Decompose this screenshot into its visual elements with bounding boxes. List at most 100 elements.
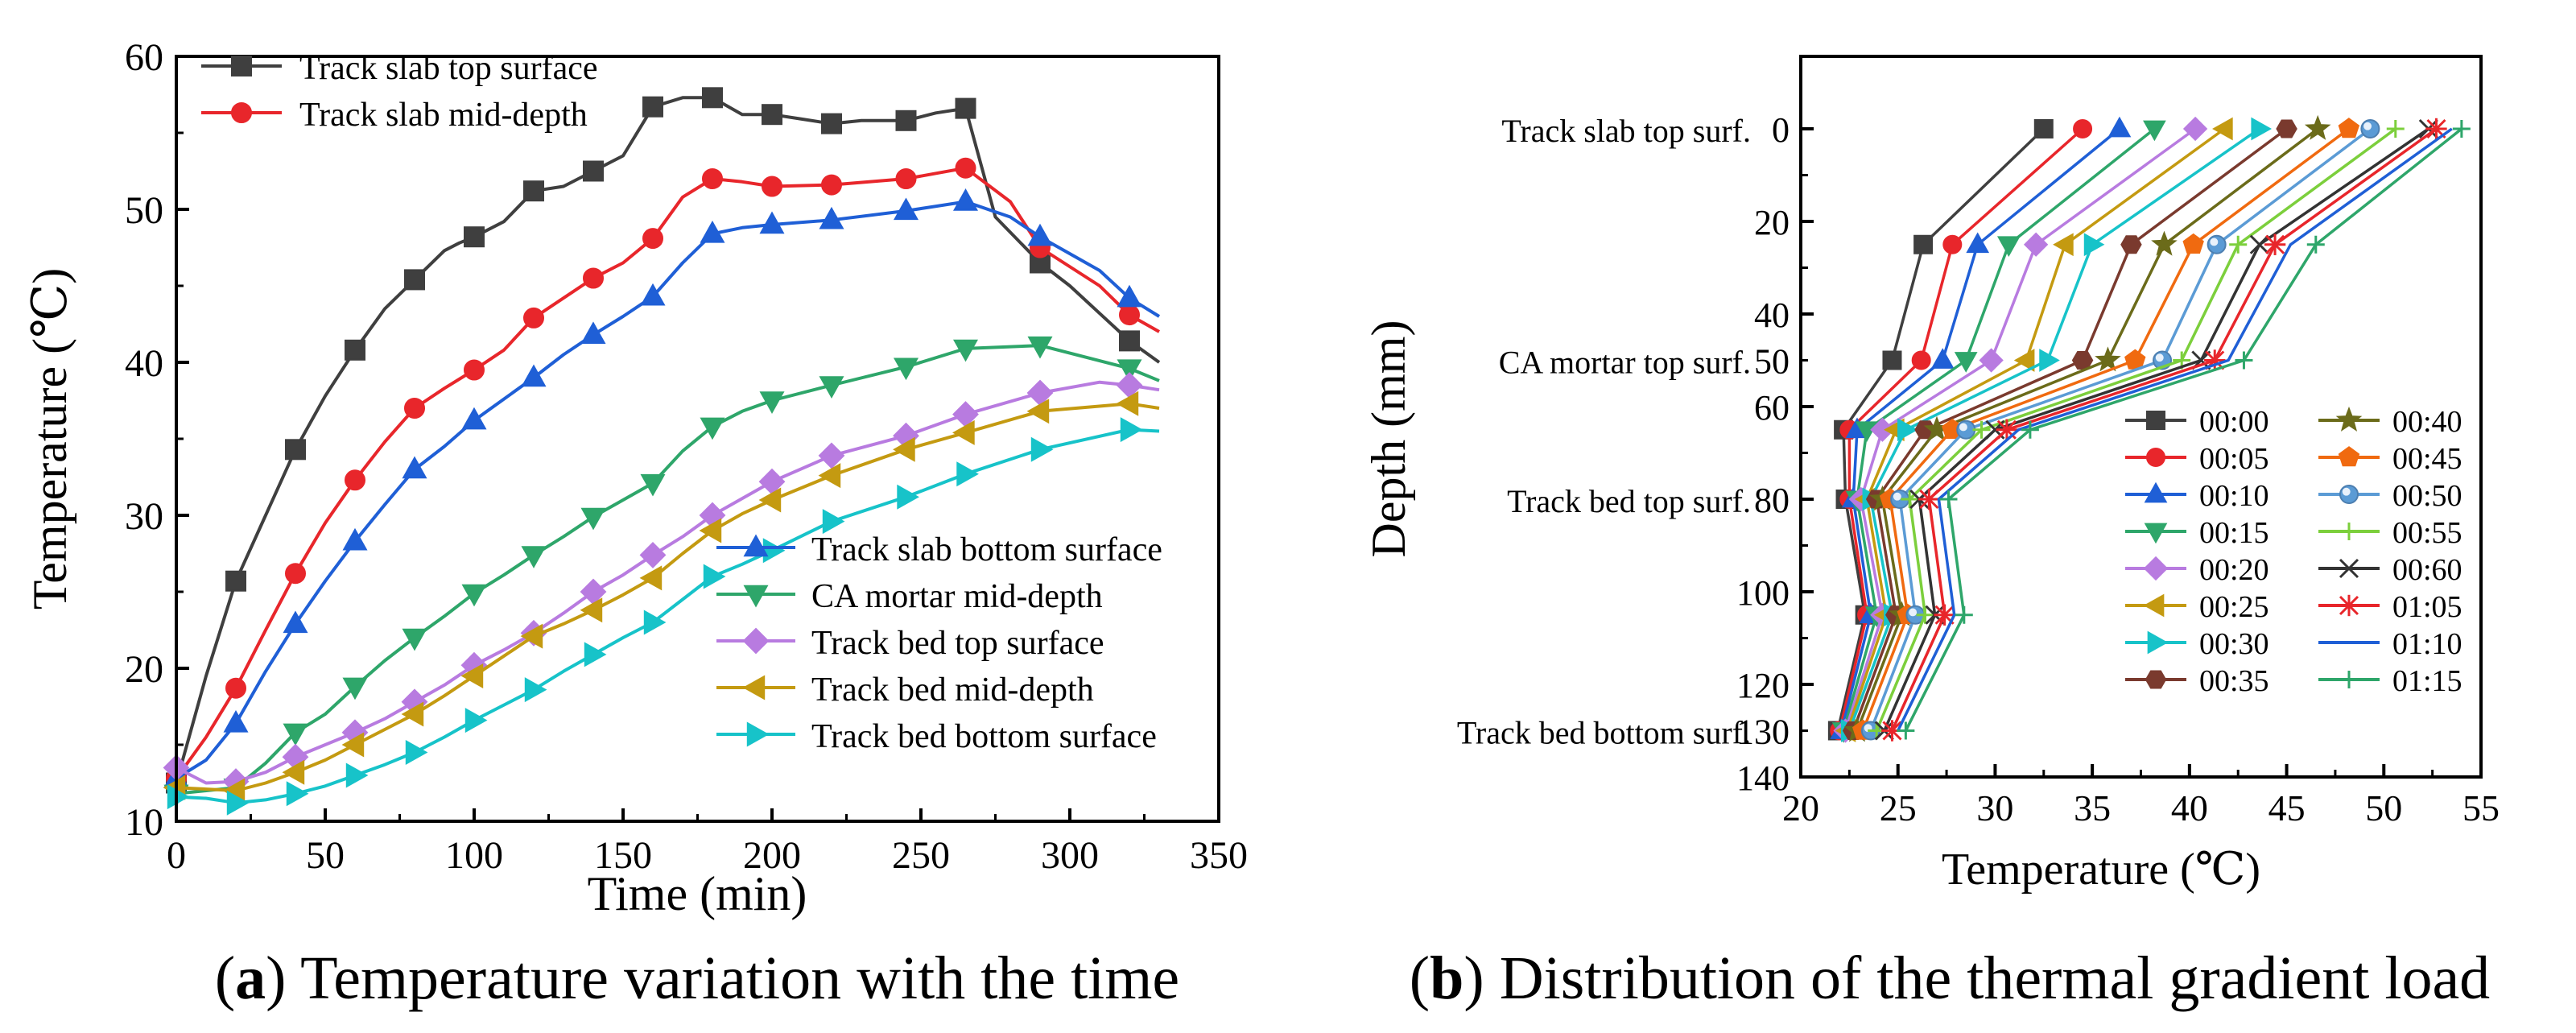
legend-entry-01-05: 01:05 <box>2318 590 2462 624</box>
panel-a-x-tick-label: 150 <box>594 834 652 877</box>
data-point-marker <box>1027 223 1053 246</box>
data-point-marker <box>460 663 484 689</box>
data-point-marker <box>1882 350 1902 370</box>
layer-label-text: Track slab top surf. <box>1501 113 1751 149</box>
data-point-marker <box>952 419 975 445</box>
data-point-marker <box>2073 119 2093 138</box>
data-point-marker <box>1119 304 1140 326</box>
layer-label-depth-tick: 130 <box>1736 713 1790 752</box>
panel-a-series-track-bed-mid-depth <box>163 390 1160 804</box>
panel-b-x-tick-label: 35 <box>2074 787 2111 828</box>
data-point-marker <box>955 97 976 119</box>
legend-marker <box>746 721 770 747</box>
data-point-marker <box>822 509 845 535</box>
panel-a-x-tick-label: 300 <box>1041 834 1099 877</box>
legend-label: 00:20 <box>2199 553 2269 587</box>
data-point-marker <box>464 359 485 381</box>
legend-marker <box>2147 630 2169 655</box>
data-point-marker <box>642 96 663 118</box>
legend-label: 00:60 <box>2392 553 2462 587</box>
data-point-marker <box>583 160 604 182</box>
data-point-marker <box>643 609 667 635</box>
legend-entry-track-bed-bottom-surface: Track bed bottom surface <box>716 718 1157 755</box>
data-point-marker <box>282 759 305 785</box>
panel-b-x-tick-label: 20 <box>1782 787 1819 828</box>
legend-entry-track-slab-top-surface: Track slab top surface <box>201 50 598 87</box>
panel-b-y-tick-label: 100 <box>1736 573 1790 613</box>
data-point-marker <box>1027 336 1053 359</box>
legend-entry-01-10: 01:10 <box>2318 627 2462 661</box>
data-point-marker <box>1918 488 1940 510</box>
panel-b-series-01-05 <box>1881 118 2447 742</box>
legend-label: Track bed mid-depth <box>811 671 1094 709</box>
data-point-marker <box>818 442 845 469</box>
data-point-marker <box>461 407 487 430</box>
panel-a-y-tick-label: 60 <box>125 36 163 79</box>
data-point-marker <box>2095 346 2121 372</box>
data-point-marker <box>464 708 488 733</box>
legend-entry-track-bed-top-surface: Track bed top surface <box>716 625 1104 662</box>
layer-label-text: CA mortar top surf. <box>1499 345 1751 381</box>
data-point-marker <box>818 463 841 489</box>
layer-label-text: Track bed top surf. <box>1507 483 1751 519</box>
data-point-marker <box>2360 119 2380 138</box>
panel-b-y-tick-label: 40 <box>1754 295 1790 335</box>
data-point-marker <box>523 307 544 328</box>
legend-label: 00:00 <box>2199 405 2269 439</box>
panel-b-x-tick-label: 50 <box>2365 787 2402 828</box>
data-point-marker <box>580 507 606 531</box>
data-point-marker <box>1030 436 1054 462</box>
data-point-marker <box>2306 235 2325 254</box>
panel-b-series-01-10 <box>1897 127 2453 732</box>
panel-b-y-axis-title: Depth (mm) <box>1362 320 1415 558</box>
data-point-marker <box>759 391 785 414</box>
legend-marker <box>742 627 770 655</box>
data-point-marker <box>2143 120 2166 142</box>
layer-label-depth-tick: 0 <box>1772 110 1790 150</box>
data-point-marker <box>402 456 427 479</box>
data-point-marker <box>1897 721 1915 740</box>
panel-b-x-tick-label: 55 <box>2462 787 2500 828</box>
panel-a-series-ca-mortar-mid-depth <box>163 336 1160 808</box>
legend-label: 00:35 <box>2199 664 2269 698</box>
panel-a-y-tick-label: 10 <box>125 801 163 844</box>
data-point-marker <box>286 781 309 807</box>
data-point-marker <box>2124 349 2146 370</box>
series-line <box>1897 127 2453 732</box>
legend-label: 00:50 <box>2392 479 2462 513</box>
panel-a-caption-text: Temperature variation with the time <box>300 944 1179 1012</box>
data-point-marker <box>955 157 976 179</box>
panel-b-y-tick-label: 120 <box>1736 666 1790 705</box>
panel-a-legend-lower: Track slab bottom surface CA mortar mid-d… <box>716 531 1162 755</box>
legend-label: 00:25 <box>2199 590 2269 624</box>
panel-a-x-axis-title: Time (min) <box>588 867 807 920</box>
data-point-marker <box>342 677 368 700</box>
data-point-marker <box>1956 419 1976 440</box>
panel-a-series-track-bed-bottom-surface <box>167 417 1160 816</box>
legend-label: CA mortar mid-depth <box>811 578 1103 615</box>
legend-marker <box>2339 485 2359 504</box>
data-point-marker <box>1117 284 1142 308</box>
legend-entry-ca-mortar-mid-depth: CA mortar mid-depth <box>716 578 1103 615</box>
data-point-marker <box>895 109 917 131</box>
data-point-marker <box>2182 116 2208 142</box>
panel-b-label: b <box>1430 944 1463 1012</box>
data-point-marker <box>402 628 427 651</box>
data-point-marker <box>1116 390 1139 416</box>
legend-label: 00:10 <box>2199 479 2269 513</box>
layer-label-track-slab-top-surf: Track slab top surf. 0 <box>1501 110 1790 150</box>
panel-a-series-track-slab-top-surface <box>166 87 1161 794</box>
data-point-marker <box>404 269 425 291</box>
data-point-marker <box>758 487 782 513</box>
panel-b-series-01-15 <box>1897 120 2471 740</box>
panel-b-caption-text: Distribution of the thermal gradient loa… <box>1500 944 2490 1012</box>
data-point-marker <box>345 339 365 361</box>
data-point-marker <box>341 732 365 758</box>
data-point-marker <box>821 113 842 134</box>
data-point-marker <box>762 176 782 197</box>
legend-label: 00:40 <box>2392 405 2462 439</box>
data-point-marker <box>1120 417 1143 443</box>
data-point-marker <box>524 677 547 703</box>
legend-label: 00:30 <box>2199 627 2269 661</box>
